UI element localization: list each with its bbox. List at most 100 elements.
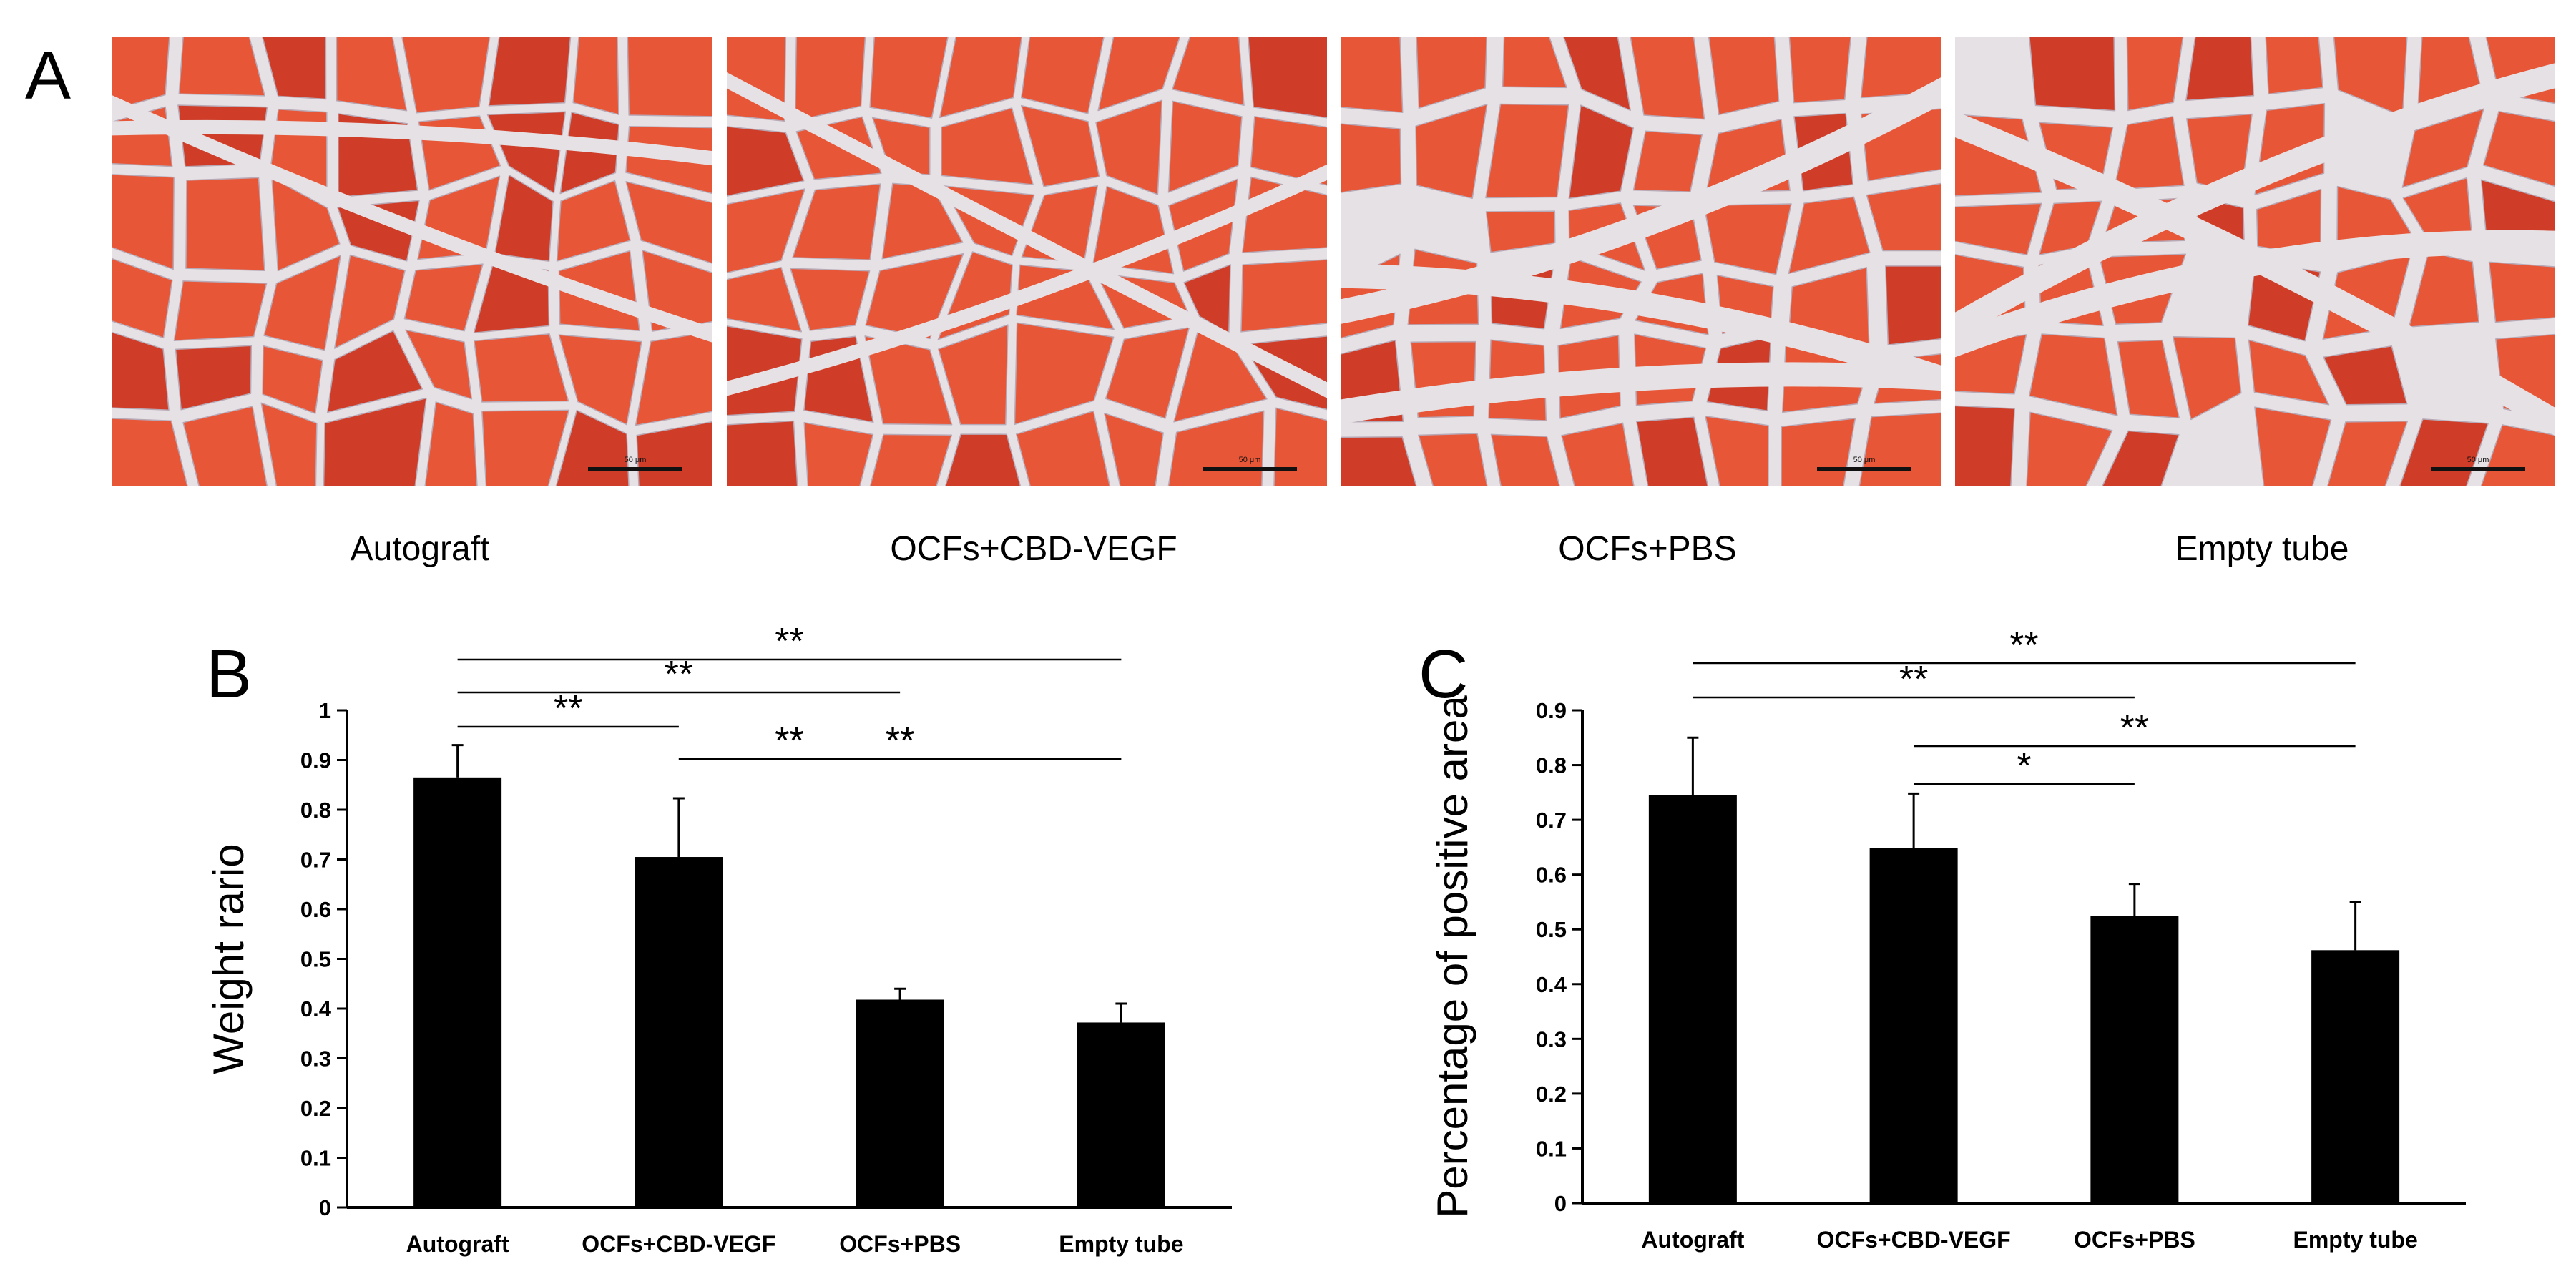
muscle-fiber	[556, 180, 631, 262]
y-tick-label: 0.1	[1536, 1136, 1567, 1161]
muscle-fiber	[1240, 259, 1327, 333]
muscle-fiber	[1955, 405, 2015, 486]
x-category-label: Autograft	[406, 1231, 509, 1257]
muscle-fiber	[323, 397, 427, 486]
caption-ocfs-cbd-vegf: OCFs+CBD-VEGF	[890, 530, 1177, 568]
septum-band	[1955, 63, 2555, 340]
muscle-fiber	[112, 37, 170, 111]
muscle-fiber	[481, 409, 570, 486]
y-tick-label: 0.7	[300, 848, 331, 873]
muscle-fiber	[1636, 416, 1709, 486]
muscle-fiber	[494, 174, 554, 262]
muscle-fiber	[1563, 37, 1631, 112]
muscle-fiber	[178, 37, 265, 97]
muscle-fiber	[2488, 261, 2555, 323]
muscle-fiber	[2401, 108, 2484, 188]
muscle-fiber	[2323, 345, 2408, 406]
bar	[856, 999, 944, 1207]
y-tick-label: 0.8	[300, 798, 331, 823]
bar	[2311, 950, 2400, 1203]
significance-marker: **	[2120, 707, 2149, 749]
muscle-fiber	[1490, 433, 1561, 486]
x-category-label: OCFs+PBS	[2074, 1227, 2195, 1253]
y-tick-label: 0.5	[1536, 917, 1567, 942]
bar	[2090, 916, 2179, 1203]
muscle-fiber	[1250, 116, 1327, 186]
muscle-fiber	[865, 253, 964, 340]
significance-marker: **	[886, 720, 914, 762]
muscle-fiber	[173, 280, 268, 341]
muscle-fiber	[262, 345, 323, 414]
muscle-fiber	[1860, 37, 1941, 99]
muscle-fiber	[869, 37, 949, 119]
caption-autograft: Autograft	[350, 530, 490, 568]
y-axis-title: Percentage of positive area	[1429, 695, 1476, 1218]
bar	[635, 857, 723, 1207]
y-tick-label: 0.9	[300, 748, 331, 773]
muscle-fiber	[944, 433, 1022, 486]
muscle-fiber	[2029, 37, 2116, 112]
muscle-fiber	[1095, 99, 1163, 195]
septa	[727, 72, 1327, 398]
micrograph-autograft-image: 50 μm	[112, 37, 712, 486]
muscle-fiber	[175, 345, 253, 411]
micrograph-ocfs-pbs-image: 50 μm	[1341, 37, 1941, 486]
micrograph-ocfs-cbd-vegf: 50 μm	[727, 37, 1327, 486]
significance-marker: *	[2017, 745, 2031, 787]
muscle-fiber	[1561, 422, 1635, 486]
muscle-fiber	[2101, 430, 2180, 486]
muscle-fiber	[869, 433, 953, 486]
significance-marker: **	[775, 720, 803, 762]
muscle-fiber	[1788, 37, 1851, 104]
muscle-fiber	[1416, 37, 1487, 109]
muscle-fiber	[2254, 406, 2332, 486]
muscle-fiber	[1866, 182, 1941, 252]
muscle-fiber	[2326, 420, 2409, 486]
bar	[1648, 795, 1737, 1203]
muscle-fiber	[864, 335, 953, 426]
caption-empty-tube: Empty tube	[2175, 530, 2349, 568]
septa	[1341, 77, 1941, 424]
muscle-fiber	[112, 174, 175, 270]
muscle-fiber	[941, 107, 1034, 185]
muscle-fiber	[2126, 37, 2184, 112]
micrograph-ocfs-cbd-vegf-image: 50 μm	[727, 37, 1327, 486]
muscle-fiber	[401, 37, 491, 114]
septum-band	[112, 95, 712, 343]
muscle-fiber	[1502, 37, 1567, 89]
muscle-fiber	[336, 37, 408, 112]
y-axis-title: Weight rario	[205, 843, 253, 1074]
scale-bar	[2431, 467, 2525, 471]
scale-bar	[588, 467, 682, 471]
muscle-fiber	[2026, 411, 2113, 486]
x-category-label: Empty tube	[1059, 1231, 1183, 1257]
muscle-fiber	[263, 255, 341, 351]
muscle-fiber	[2117, 339, 2180, 419]
y-tick-label: 0.2	[1536, 1082, 1567, 1107]
y-tick-label: 0.3	[300, 1047, 331, 1072]
muscle-fiber	[112, 331, 170, 411]
muscle-fiber	[403, 263, 484, 332]
muscle-fiber	[2029, 333, 2118, 416]
micrograph-empty-tube-image: 50 μm	[1955, 37, 2555, 486]
muscle-fiber	[1485, 103, 1569, 199]
bar	[1077, 1022, 1165, 1207]
muscle-fiber	[727, 266, 803, 333]
muscle-fiber	[939, 37, 1023, 119]
muscle-fiber	[790, 268, 871, 331]
muscle-fiber	[1020, 37, 1105, 114]
muscle-fiber	[1415, 104, 1488, 200]
muscle-fiber	[1630, 37, 1705, 120]
muscle-fiber	[182, 406, 268, 486]
muscle-fiber	[1014, 322, 1115, 426]
muscle-fiber	[1885, 265, 1941, 345]
y-tick-label: 0.4	[300, 996, 332, 1021]
micrograph-empty-tube: 50 μm	[1955, 37, 2555, 486]
septum-band	[112, 119, 712, 166]
y-tick-label: 0	[319, 1195, 331, 1220]
muscle-fiber	[2482, 110, 2555, 187]
y-tick-label: 0.2	[300, 1096, 331, 1121]
scale-bar-label: 50 μm	[2467, 456, 2489, 464]
muscle-fiber	[405, 329, 473, 400]
muscle-fiber	[488, 37, 572, 107]
